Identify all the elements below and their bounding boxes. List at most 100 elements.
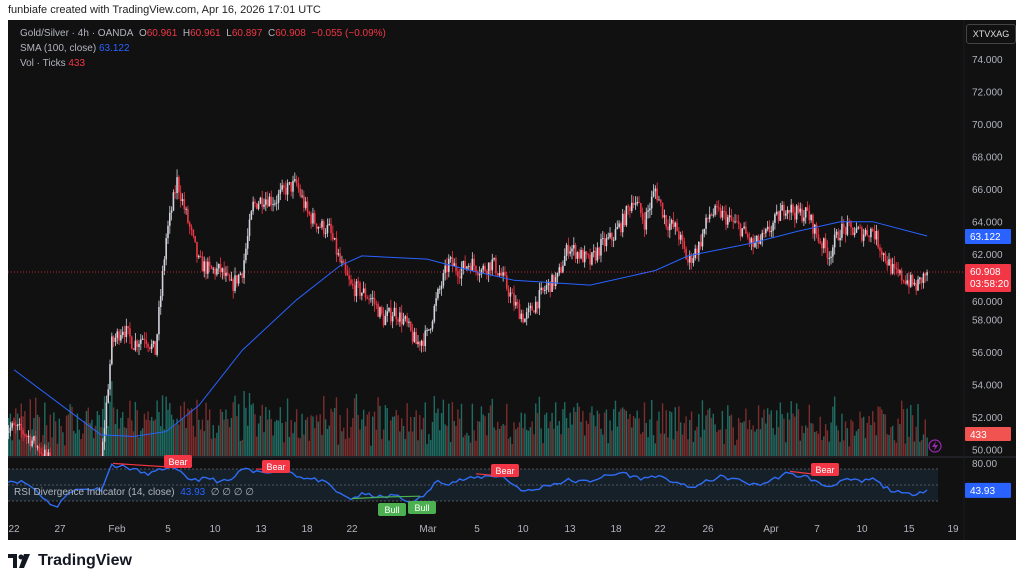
volume-bar <box>212 425 214 456</box>
candle-body <box>462 261 465 269</box>
volume-bar <box>725 428 727 456</box>
candle-body <box>357 281 360 283</box>
volume-bar <box>332 411 334 456</box>
candle-body <box>375 303 378 305</box>
volume-bar <box>437 408 439 456</box>
volume-bar <box>808 404 811 456</box>
time-tick: 10 <box>517 524 529 535</box>
candle-body <box>31 440 33 447</box>
candle-body <box>730 215 733 221</box>
volume-bar <box>565 418 568 456</box>
candle-body <box>746 233 749 238</box>
candle-body <box>123 331 126 338</box>
candle-body <box>821 243 823 249</box>
volume-bar <box>469 442 472 456</box>
candle-body <box>531 305 533 311</box>
tradingview-logo[interactable]: TradingView <box>8 552 132 570</box>
volume-bar <box>698 414 700 456</box>
candle-body <box>516 301 519 305</box>
bear-label <box>262 460 290 473</box>
symbol-badge[interactable]: XTVXAG <box>966 24 1016 44</box>
candle-body <box>621 213 624 233</box>
candle-body <box>875 231 878 240</box>
candle-body <box>547 281 550 286</box>
candle-body <box>859 227 861 229</box>
volume-bar <box>301 413 303 456</box>
volume-bar <box>689 420 691 456</box>
candle-body <box>237 274 240 284</box>
volume-bar <box>480 406 483 456</box>
candle-body <box>877 231 879 248</box>
candle-body <box>560 267 562 273</box>
time-tick: 10 <box>209 524 221 535</box>
candle-body <box>174 192 177 194</box>
candle-body <box>625 206 628 226</box>
volume-bar <box>908 436 910 456</box>
candle-body <box>716 205 718 208</box>
candle-body <box>304 201 307 208</box>
volume-bar <box>589 412 591 456</box>
volume-bar <box>29 399 32 456</box>
candle-body <box>409 321 412 331</box>
candle-body <box>728 215 731 218</box>
volume-bar <box>275 419 278 456</box>
rsi-value: 43.93 <box>180 487 206 498</box>
candle-body <box>187 208 189 223</box>
candle-body <box>587 254 590 256</box>
volume-bar <box>761 417 763 456</box>
candle-body <box>763 232 765 234</box>
divergence-line <box>351 496 386 500</box>
candle-body <box>683 241 686 249</box>
candle-body <box>33 436 35 441</box>
candle-body <box>159 295 162 307</box>
candle-body <box>277 193 280 203</box>
volume-bar <box>324 419 327 456</box>
candle-body <box>504 271 506 276</box>
candle-body <box>440 285 443 289</box>
volume-bar <box>377 397 379 456</box>
rsi-legend[interactable]: RSI Divergence Indicator (14, close) 43.… <box>14 487 254 498</box>
candle-body <box>38 446 41 453</box>
candle-body <box>634 203 637 205</box>
volume-bar <box>602 434 604 456</box>
volume-bar <box>678 406 680 456</box>
candle-body <box>605 238 608 247</box>
candle-body <box>420 340 423 346</box>
volume-bar <box>361 419 363 456</box>
volume-bar <box>542 443 544 456</box>
candle-body <box>678 231 680 240</box>
candle-body <box>471 258 474 271</box>
candle-body <box>250 211 253 220</box>
divergence-line <box>384 495 421 498</box>
candle-body <box>350 279 352 284</box>
volume-bar <box>419 415 421 456</box>
candle-body <box>870 228 872 238</box>
volume-bar <box>379 405 381 456</box>
candle-body <box>884 253 887 261</box>
candle-body <box>839 237 841 241</box>
symbol-title[interactable]: Gold/Silver · 4h · OANDA <box>20 28 134 39</box>
candle-body <box>466 266 468 269</box>
candle-body <box>147 343 149 348</box>
open-label: O <box>138 28 147 39</box>
candle-body <box>601 238 604 240</box>
candle-body <box>426 330 428 332</box>
volume-bar <box>381 439 383 456</box>
candle-body <box>705 217 707 229</box>
volume-bar <box>56 443 59 456</box>
volume-bar <box>118 428 120 456</box>
volume-bar <box>734 445 736 456</box>
volume-bar <box>460 403 463 456</box>
candle-body <box>248 219 251 237</box>
candle-body <box>544 289 546 291</box>
volume-bar <box>902 409 905 456</box>
candle-body <box>449 257 452 259</box>
volume-value: 433 <box>68 58 86 69</box>
candle-body <box>219 263 222 273</box>
volume-row[interactable]: Vol · Ticks 433 <box>20 56 386 71</box>
candle-body <box>241 273 244 278</box>
candle-body <box>201 256 204 272</box>
sma-row[interactable]: SMA (100, close) 63.122 <box>20 41 386 56</box>
candle-body <box>460 268 463 279</box>
